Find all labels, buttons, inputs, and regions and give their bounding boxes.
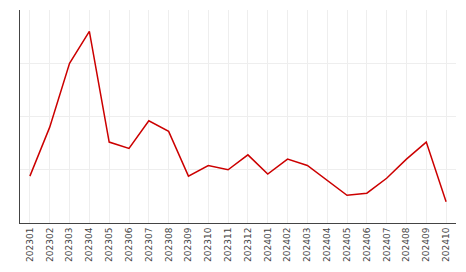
svg-text:202406: 202406	[362, 227, 372, 262]
svg-text:202307: 202307	[144, 228, 154, 262]
svg-text:202401: 202401	[263, 228, 273, 262]
svg-text:202311: 202311	[223, 228, 233, 262]
svg-text:202408: 202408	[401, 227, 411, 262]
svg-text:202404: 202404	[322, 227, 332, 262]
svg-text:202301: 202301	[25, 228, 35, 262]
svg-text:202403: 202403	[302, 228, 312, 262]
svg-text:202407: 202407	[382, 228, 392, 262]
svg-text:202304: 202304	[84, 227, 94, 262]
svg-text:202410: 202410	[441, 227, 451, 262]
svg-text:202402: 202402	[282, 228, 292, 262]
svg-text:202308: 202308	[164, 227, 174, 262]
svg-text:202306: 202306	[124, 227, 134, 262]
svg-text:202305: 202305	[104, 228, 114, 262]
svg-text:202405: 202405	[342, 228, 352, 262]
svg-text:202312: 202312	[243, 228, 253, 262]
svg-text:202303: 202303	[64, 228, 74, 262]
svg-text:202409: 202409	[421, 227, 431, 262]
svg-text:202309: 202309	[183, 227, 193, 262]
svg-text:202302: 202302	[45, 228, 55, 262]
svg-text:202310: 202310	[203, 227, 213, 262]
